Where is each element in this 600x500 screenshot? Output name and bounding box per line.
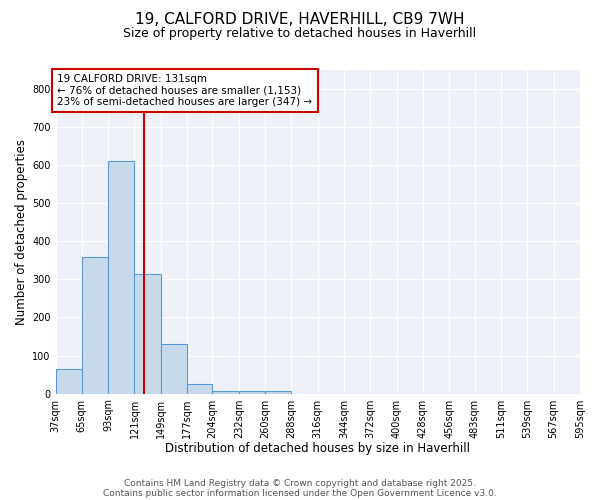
Bar	[161, 344, 187, 394]
Bar	[265, 390, 292, 394]
Bar	[108, 162, 134, 394]
Text: Size of property relative to detached houses in Haverhill: Size of property relative to detached ho…	[124, 28, 476, 40]
Bar	[212, 390, 239, 394]
Text: 19 CALFORD DRIVE: 131sqm
← 76% of detached houses are smaller (1,153)
23% of sem: 19 CALFORD DRIVE: 131sqm ← 76% of detach…	[58, 74, 313, 107]
Y-axis label: Number of detached properties: Number of detached properties	[15, 139, 28, 325]
Bar	[239, 390, 265, 394]
Bar	[134, 274, 161, 394]
Text: Contains public sector information licensed under the Open Government Licence v3: Contains public sector information licen…	[103, 488, 497, 498]
Text: Contains HM Land Registry data © Crown copyright and database right 2025.: Contains HM Land Registry data © Crown c…	[124, 478, 476, 488]
Bar	[56, 369, 82, 394]
Text: 19, CALFORD DRIVE, HAVERHILL, CB9 7WH: 19, CALFORD DRIVE, HAVERHILL, CB9 7WH	[135, 12, 465, 28]
Bar	[82, 256, 108, 394]
Bar	[187, 384, 212, 394]
X-axis label: Distribution of detached houses by size in Haverhill: Distribution of detached houses by size …	[165, 442, 470, 455]
